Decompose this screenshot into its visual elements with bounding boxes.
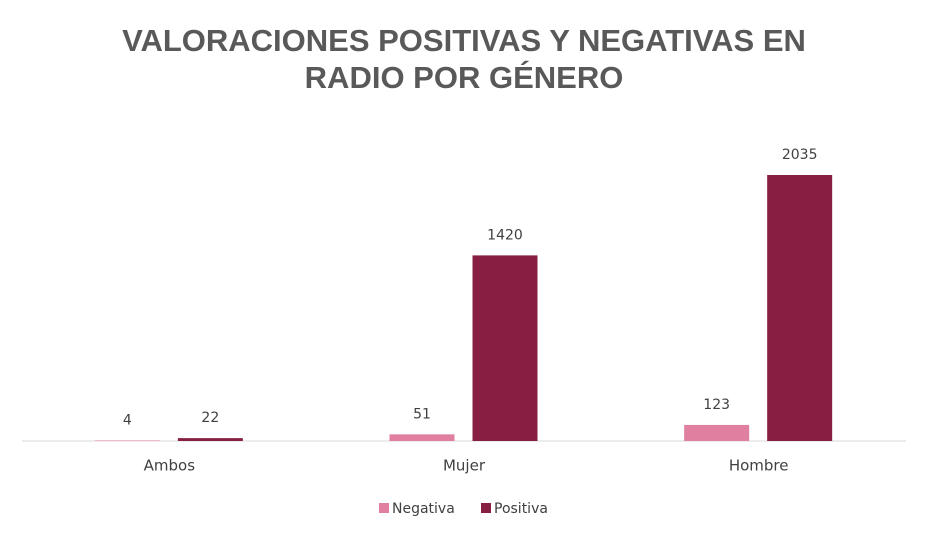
bar	[94, 440, 160, 441]
data-label: 123	[703, 397, 730, 413]
bar	[389, 434, 455, 441]
legend-swatch	[481, 503, 491, 513]
data-label: 1420	[487, 227, 523, 243]
bar	[472, 255, 538, 441]
legend-label: Negativa	[392, 501, 455, 517]
data-label: 2035	[782, 147, 818, 163]
x-tick-label: Mujer	[443, 457, 486, 475]
x-tick-label: Ambos	[144, 457, 196, 475]
x-tick-label: Hombre	[729, 457, 789, 475]
bar	[177, 438, 243, 441]
bar	[684, 424, 750, 441]
data-label: 4	[123, 412, 132, 428]
chart-title: VALORACIONES POSITIVAS Y NEGATIVAS EN RA…	[122, 23, 806, 95]
legend-label: Positiva	[494, 501, 548, 517]
data-label: 51	[413, 406, 431, 422]
legend-swatch	[379, 503, 389, 513]
bar	[767, 175, 833, 441]
data-label: 22	[201, 410, 219, 426]
